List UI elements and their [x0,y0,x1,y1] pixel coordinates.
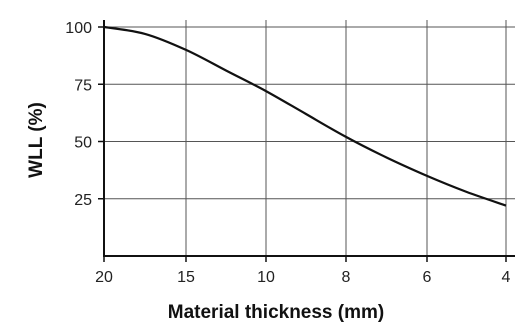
x-tick-labels: 20 15 10 8 6 4 [95,256,511,286]
x-tick-label: 10 [257,269,275,286]
y-tick-label: 75 [74,77,92,94]
grid [104,20,515,256]
x-tick-label: 8 [342,269,351,286]
series-line [103,25,507,207]
x-tick-label: 15 [177,269,195,286]
x-tick-label: 4 [502,269,511,286]
x-tick-label: 6 [423,269,432,286]
y-tick-label: 25 [74,192,92,209]
y-tick-label: 100 [65,20,92,37]
y-tick-label: 50 [74,135,92,152]
x-tick-label: 20 [95,269,113,286]
y-axis-title: WLL (%) [26,102,47,178]
axes [103,20,515,257]
y-tick-labels: 100 75 50 25 [65,20,104,209]
x-axis-title: Material thickness (mm) [168,302,384,323]
